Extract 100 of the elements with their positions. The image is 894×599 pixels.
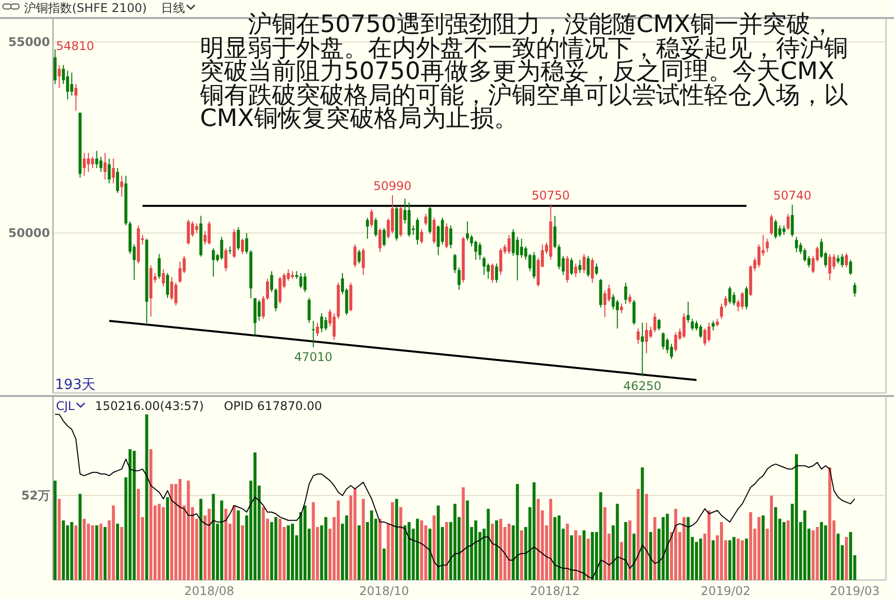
bar [390, 502, 394, 580]
candlestick [757, 244, 760, 268]
candlestick [316, 322, 319, 337]
bar [416, 518, 419, 580]
candlestick [853, 282, 856, 298]
candlestick [353, 244, 356, 268]
bar [757, 517, 760, 580]
candlestick [532, 252, 536, 280]
candlestick [803, 248, 806, 262]
bar [78, 494, 82, 580]
candlestick [270, 270, 274, 293]
bar [712, 540, 715, 580]
text: OPID 617870.00 [224, 399, 322, 413]
bar [436, 505, 440, 580]
candlestick [728, 286, 732, 304]
candlestick [66, 70, 70, 100]
bar [136, 488, 140, 580]
candlestick [170, 276, 174, 300]
bar [395, 498, 398, 580]
bar [199, 498, 202, 580]
candlestick [382, 228, 386, 247]
candlestick [844, 252, 848, 268]
candlestick [828, 254, 832, 281]
bar [632, 534, 636, 580]
annotation: 50750 [532, 188, 570, 202]
bar [774, 507, 778, 580]
bar [640, 467, 644, 580]
bar [782, 522, 786, 580]
bar [666, 514, 669, 580]
candlestick [520, 238, 524, 258]
bar [278, 518, 282, 580]
bar [408, 522, 411, 580]
bar [490, 524, 494, 580]
bar [378, 518, 382, 580]
candlestick [432, 217, 436, 244]
candlestick [699, 324, 702, 339]
bar [236, 510, 240, 580]
bar [828, 467, 832, 580]
candlestick [262, 296, 265, 320]
candlestick [453, 254, 456, 274]
bar [336, 500, 340, 580]
candlestick [308, 297, 311, 324]
bar [62, 520, 65, 580]
candlestick [653, 312, 656, 333]
bar [516, 484, 519, 580]
bar [582, 530, 586, 580]
bar [844, 536, 848, 580]
candlestick [195, 222, 198, 234]
candlestick [299, 272, 302, 289]
candlestick [420, 228, 424, 244]
candlestick [440, 217, 444, 245]
candlestick [278, 276, 282, 304]
candlestick [258, 299, 261, 322]
candlestick [490, 263, 494, 284]
bar [466, 500, 469, 580]
bar [707, 510, 710, 580]
candlestick [595, 263, 598, 276]
bar [170, 484, 174, 580]
candlestick [603, 290, 606, 318]
candlestick [241, 238, 244, 254]
bar [166, 497, 170, 580]
bar [428, 528, 432, 580]
candlestick [320, 312, 324, 333]
candlestick [220, 236, 224, 260]
candlestick [553, 215, 556, 249]
bar [728, 540, 732, 580]
bar [345, 515, 348, 580]
bar [674, 508, 678, 580]
bar [736, 538, 740, 580]
candlestick [628, 294, 632, 304]
candlestick [640, 322, 644, 377]
bar [812, 530, 815, 580]
bar [744, 538, 748, 580]
bar [120, 527, 124, 580]
bar [616, 504, 619, 580]
candlestick [786, 213, 790, 230]
bar [274, 517, 278, 580]
chart-title: 沪铜指数(SHFE 2100) [24, 1, 147, 15]
bar [104, 527, 107, 580]
candlestick [482, 256, 486, 276]
candlestick [574, 263, 578, 278]
x-tick-label: 2018/12 [530, 584, 580, 598]
bar [262, 507, 265, 580]
bar [628, 520, 632, 580]
bar [549, 498, 552, 580]
bar [653, 517, 656, 580]
candlestick [58, 64, 61, 88]
bar [620, 542, 624, 580]
candlestick [424, 213, 428, 226]
candlestick [712, 320, 715, 331]
bar [474, 520, 478, 580]
candlestick [212, 248, 215, 278]
candlestick [608, 284, 611, 302]
bar [212, 494, 215, 580]
candlestick [312, 320, 315, 348]
bar [432, 515, 436, 580]
candlestick [303, 272, 306, 293]
bar [462, 487, 465, 580]
bar [224, 508, 228, 580]
candlestick [178, 261, 182, 284]
